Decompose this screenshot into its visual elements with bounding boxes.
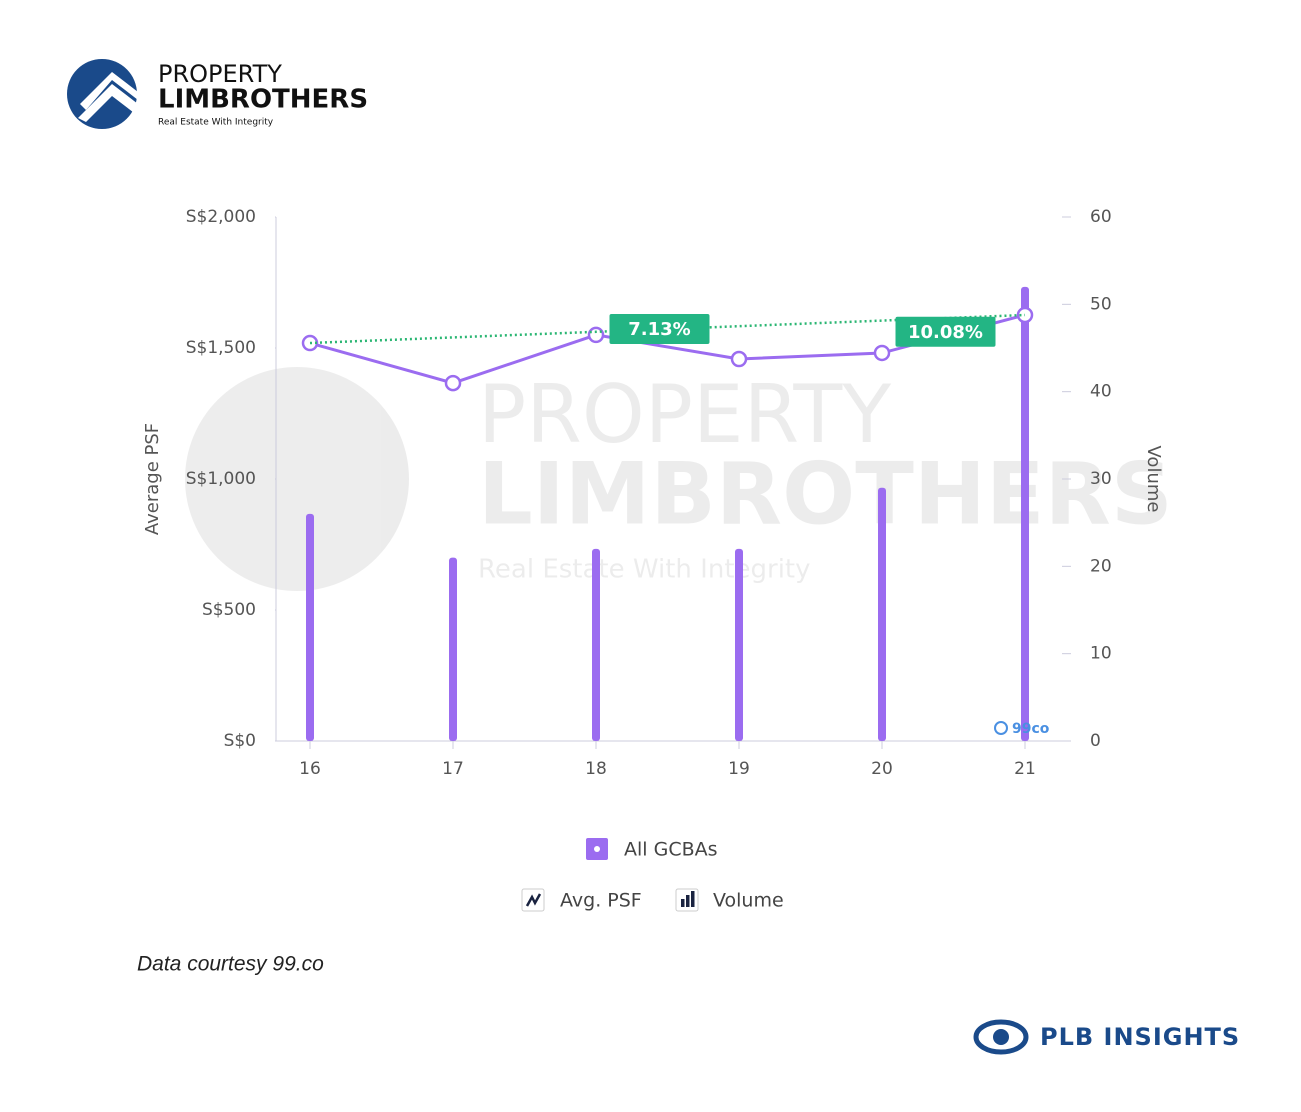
legend-label: All GCBAs [624,839,718,861]
annotation-box [609,314,710,345]
x-tick-label: 19 [728,759,750,779]
line-point [873,344,891,362]
y2-tick-label: 10 [1090,644,1112,664]
footer-brand: PLB INSIGHTS [1040,1023,1240,1051]
bar [592,548,600,741]
annotation-text: 10.08% [908,322,983,343]
bar [306,513,314,741]
legend-label: Avg. PSF [560,890,642,912]
y2-axis-title: Volume [1143,446,1164,513]
watermark-text: Real Estate With Integrity [478,555,811,585]
logo-text: LIMBROTHERS [158,85,368,115]
y-tick-label: S$2,000 [186,207,256,227]
x-tick-label: 16 [299,759,321,779]
eye-icon [993,1029,1009,1045]
eye-icon [973,1019,1029,1055]
line-point [444,374,462,392]
annotation-box [895,316,996,347]
logo: PROPERTY LIMBROTHERS Real Estate With In… [67,59,368,129]
bar [878,487,886,741]
source-icon [994,721,1008,735]
x-tick-label: 17 [442,759,464,779]
y2-tick-label: 40 [1090,382,1112,402]
y-axis-title: Average PSF [142,423,163,535]
source-mark: 99co [1012,721,1050,737]
legend-icon-bar [686,895,690,907]
x-tick-label: 20 [871,759,893,779]
logo-roof [80,72,138,110]
legend-icon-bar [691,891,695,907]
line-point [587,326,605,344]
plot: S$0 S$500 S$1,000 S$1,500 S$2,000 0 10 20 30 40 50… [142,207,1164,912]
watermark-text: PROPERTY [478,368,892,461]
watermark-circle [185,367,409,591]
y2-tick-label: 50 [1090,294,1112,314]
legend-swatch-dot [594,846,600,852]
legend-icon-bar [681,899,685,907]
logo-roof [78,84,138,122]
annotation-text: 7.13% [628,319,690,340]
bar [1021,286,1029,741]
y2-tick-label: 60 [1090,207,1112,227]
line-point [730,350,748,368]
legend-label: Volume [713,890,784,912]
x-tick-label: 18 [585,759,607,779]
y2-tick-label: 0 [1090,731,1101,751]
x-tick-label: 21 [1014,759,1036,779]
watermark-text: LIMBROTHERS [478,444,1173,544]
footer-logo: PLB INSIGHTS [973,1019,1240,1055]
logo-text: PROPERTY [158,60,282,88]
footnote: Data courtesy 99.co [137,953,324,976]
bar [735,548,743,741]
bar [449,557,457,741]
y2-tick-label: 20 [1090,556,1112,576]
y-tick-label: S$1,000 [186,469,256,489]
legend-icon-line [525,893,542,907]
y-tick-label: S$0 [224,731,256,751]
y2-tick-label: 30 [1090,469,1112,489]
y-tick-label: S$1,500 [186,338,256,358]
logo-tagline: Real Estate With Integrity [158,118,274,128]
y-tick-label: S$500 [202,600,256,620]
watermark: PROPERTY LIMBROTHERS Real Estate With In… [185,367,1173,591]
